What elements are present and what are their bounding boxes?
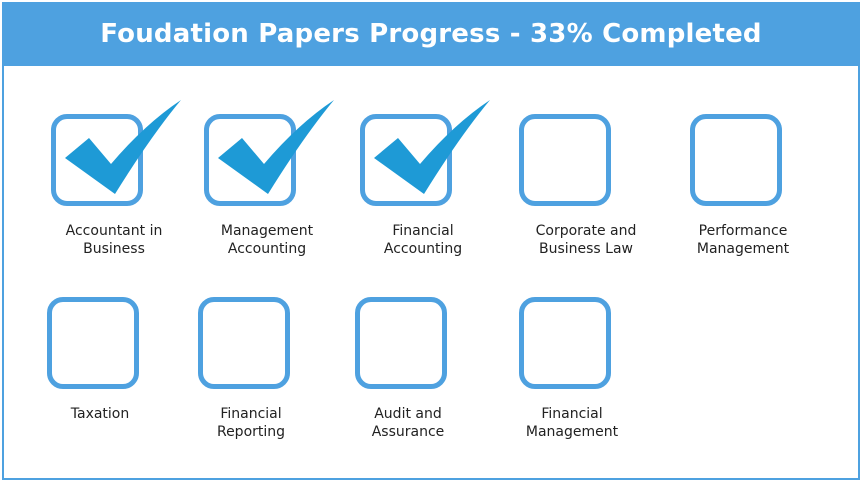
- checkmark-icon: [65, 100, 181, 194]
- checkbox[interactable]: [198, 297, 290, 389]
- checkbox[interactable]: [690, 114, 782, 206]
- paper-label: Management Accounting: [220, 223, 314, 257]
- header-bar: Foudation Papers Progress - 33% Complete…: [4, 4, 858, 66]
- checkbox[interactable]: [355, 297, 447, 389]
- checkmark-icon: [218, 100, 334, 194]
- paper-label: Corporate and Business Law: [535, 223, 637, 257]
- paper-label: Taxation: [70, 406, 130, 422]
- paper-label: Audit and Assurance: [371, 406, 445, 440]
- checkbox[interactable]: [519, 297, 611, 389]
- paper-label: Accountant in Business: [65, 223, 163, 257]
- paper-label: Financial Accounting: [383, 223, 463, 257]
- page-title: Foudation Papers Progress - 33% Complete…: [100, 18, 762, 49]
- checkbox[interactable]: [519, 114, 611, 206]
- paper-label: Financial Management: [525, 406, 619, 440]
- checkmark-icon: [374, 100, 490, 194]
- paper-label: Financial Reporting: [216, 406, 286, 440]
- checkbox[interactable]: [47, 297, 139, 389]
- paper-label: Performance Management: [696, 223, 790, 257]
